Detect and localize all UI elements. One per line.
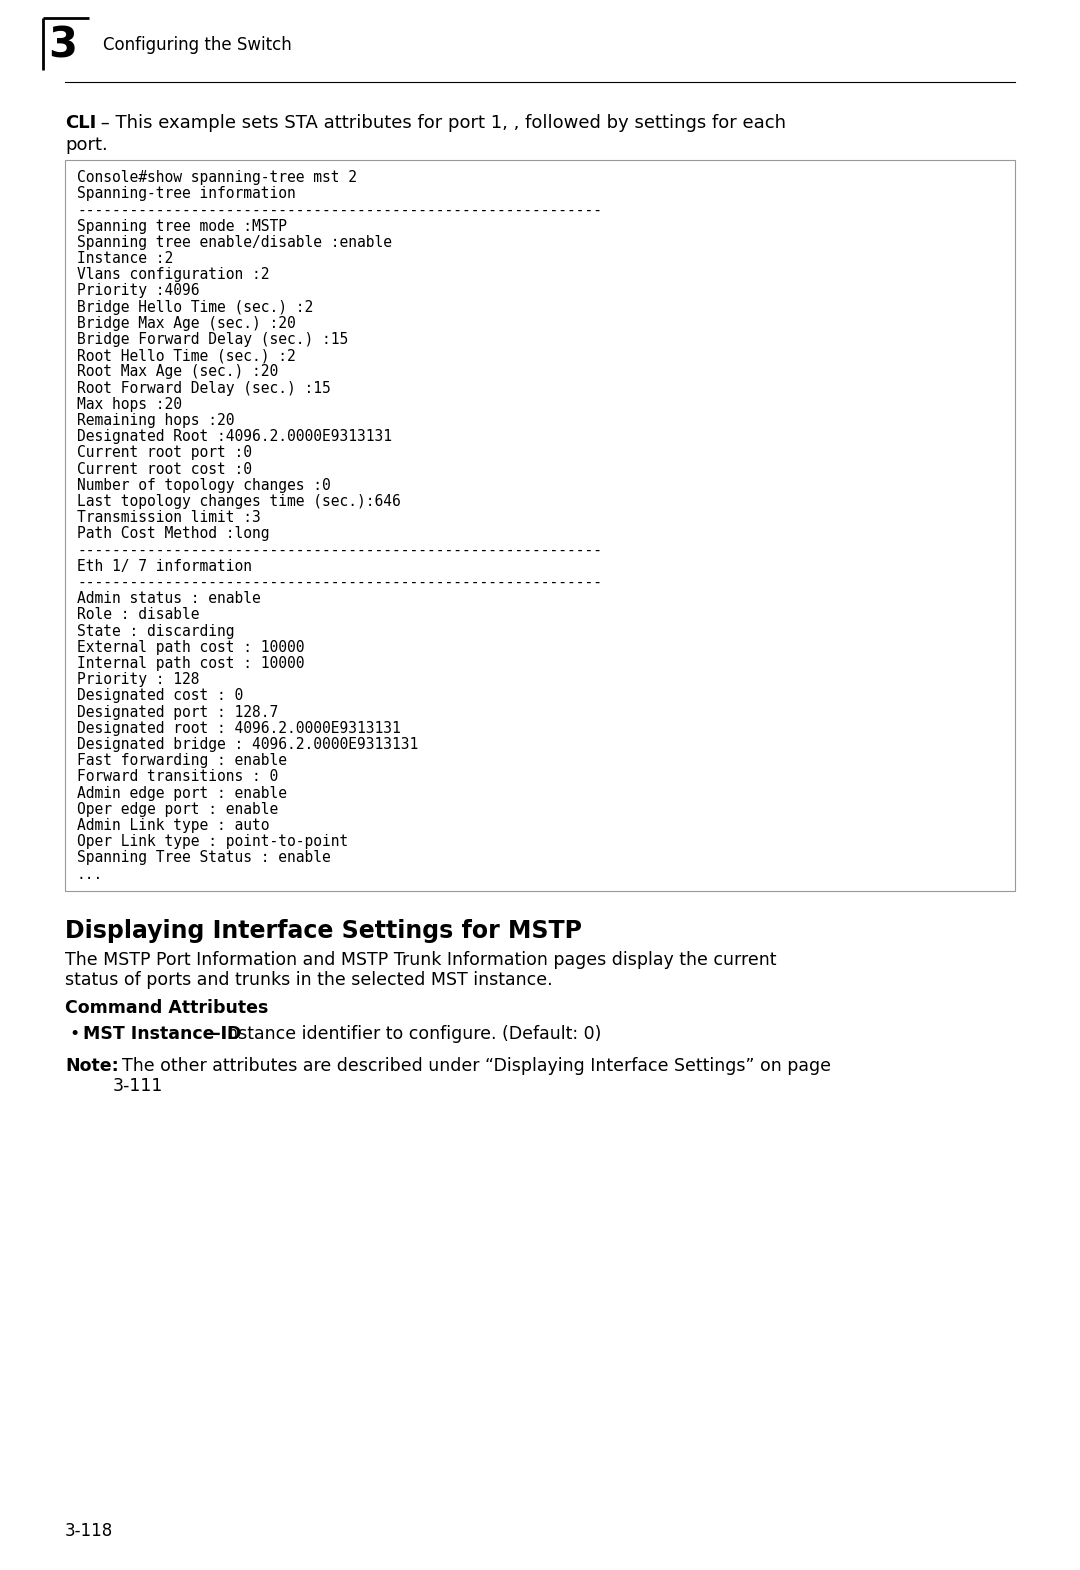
Text: – This example sets STA attributes for port 1, , followed by settings for each: – This example sets STA attributes for p…	[95, 115, 786, 132]
Text: Designated bridge : 4096.2.0000E9313131: Designated bridge : 4096.2.0000E9313131	[77, 736, 418, 752]
Text: Forward transitions : 0: Forward transitions : 0	[77, 769, 279, 785]
Text: ------------------------------------------------------------: ----------------------------------------…	[77, 203, 602, 217]
Text: The MSTP Port Information and MSTP Trunk Information pages display the current: The MSTP Port Information and MSTP Trunk…	[65, 951, 777, 969]
Text: port.: port.	[65, 137, 108, 154]
Text: Path Cost Method :long: Path Cost Method :long	[77, 526, 270, 542]
Text: ------------------------------------------------------------: ----------------------------------------…	[77, 543, 602, 557]
Text: Designated port : 128.7: Designated port : 128.7	[77, 705, 279, 719]
Text: –: –	[206, 1025, 227, 1042]
Text: Last topology changes time (sec.):646: Last topology changes time (sec.):646	[77, 495, 401, 509]
Text: Note:: Note:	[65, 1057, 119, 1075]
Text: 3: 3	[48, 25, 77, 68]
Text: Remaining hops :20: Remaining hops :20	[77, 413, 234, 429]
Text: Oper edge port : enable: Oper edge port : enable	[77, 802, 279, 816]
Text: 3-118: 3-118	[65, 1521, 113, 1540]
Text: Designated root : 4096.2.0000E9313131: Designated root : 4096.2.0000E9313131	[77, 721, 401, 736]
Text: Priority : 128: Priority : 128	[77, 672, 200, 688]
Text: MST Instance ID: MST Instance ID	[83, 1025, 241, 1042]
Text: •: •	[69, 1025, 79, 1042]
Text: Instance identifier to configure. (Default: 0): Instance identifier to configure. (Defau…	[222, 1025, 602, 1042]
Text: Fast forwarding : enable: Fast forwarding : enable	[77, 754, 287, 768]
Text: Spanning tree enable/disable :enable: Spanning tree enable/disable :enable	[77, 236, 392, 250]
Text: Spanning tree mode :MSTP: Spanning tree mode :MSTP	[77, 218, 287, 234]
Text: 3-111: 3-111	[113, 1077, 163, 1094]
Text: Bridge Max Age (sec.) :20: Bridge Max Age (sec.) :20	[77, 316, 296, 331]
Text: State : discarding: State : discarding	[77, 623, 234, 639]
Text: Spanning-tree information: Spanning-tree information	[77, 187, 296, 201]
Text: Current root port :0: Current root port :0	[77, 446, 252, 460]
Text: Admin edge port : enable: Admin edge port : enable	[77, 785, 287, 801]
Text: Root Max Age (sec.) :20: Root Max Age (sec.) :20	[77, 364, 279, 380]
Text: Designated cost : 0: Designated cost : 0	[77, 688, 243, 703]
Text: Root Hello Time (sec.) :2: Root Hello Time (sec.) :2	[77, 349, 296, 363]
Text: Bridge Forward Delay (sec.) :15: Bridge Forward Delay (sec.) :15	[77, 331, 348, 347]
Text: Admin status : enable: Admin status : enable	[77, 592, 260, 606]
Text: Configuring the Switch: Configuring the Switch	[103, 36, 292, 53]
Text: CLI: CLI	[65, 115, 96, 132]
Text: ...: ...	[77, 867, 104, 882]
Text: Console#show spanning-tree mst 2: Console#show spanning-tree mst 2	[77, 170, 357, 185]
Text: ------------------------------------------------------------: ----------------------------------------…	[77, 575, 602, 590]
Text: Vlans configuration :2: Vlans configuration :2	[77, 267, 270, 283]
Text: Displaying Interface Settings for MSTP: Displaying Interface Settings for MSTP	[65, 918, 582, 944]
Text: Current root cost :0: Current root cost :0	[77, 462, 252, 477]
Text: Number of topology changes :0: Number of topology changes :0	[77, 477, 330, 493]
Text: Max hops :20: Max hops :20	[77, 397, 183, 411]
Text: The other attributes are described under “Displaying Interface Settings” on page: The other attributes are described under…	[111, 1057, 831, 1075]
Bar	[65, 160, 1015, 890]
Text: Designated Root :4096.2.0000E9313131: Designated Root :4096.2.0000E9313131	[77, 429, 392, 444]
Text: External path cost : 10000: External path cost : 10000	[77, 641, 305, 655]
Text: Admin Link type : auto: Admin Link type : auto	[77, 818, 270, 834]
Text: Root Forward Delay (sec.) :15: Root Forward Delay (sec.) :15	[77, 380, 330, 396]
Text: Oper Link type : point-to-point: Oper Link type : point-to-point	[77, 834, 348, 849]
Text: Transmission limit :3: Transmission limit :3	[77, 510, 260, 526]
Text: Bridge Hello Time (sec.) :2: Bridge Hello Time (sec.) :2	[77, 300, 313, 314]
Text: status of ports and trunks in the selected MST instance.: status of ports and trunks in the select…	[65, 970, 553, 989]
Text: Command Attributes: Command Attributes	[65, 999, 268, 1017]
Text: Instance :2: Instance :2	[77, 251, 173, 265]
Text: Eth 1/ 7 information: Eth 1/ 7 information	[77, 559, 252, 573]
Text: Spanning Tree Status : enable: Spanning Tree Status : enable	[77, 851, 330, 865]
Text: Role : disable: Role : disable	[77, 608, 200, 622]
Text: Priority :4096: Priority :4096	[77, 284, 200, 298]
Text: Internal path cost : 10000: Internal path cost : 10000	[77, 656, 305, 670]
